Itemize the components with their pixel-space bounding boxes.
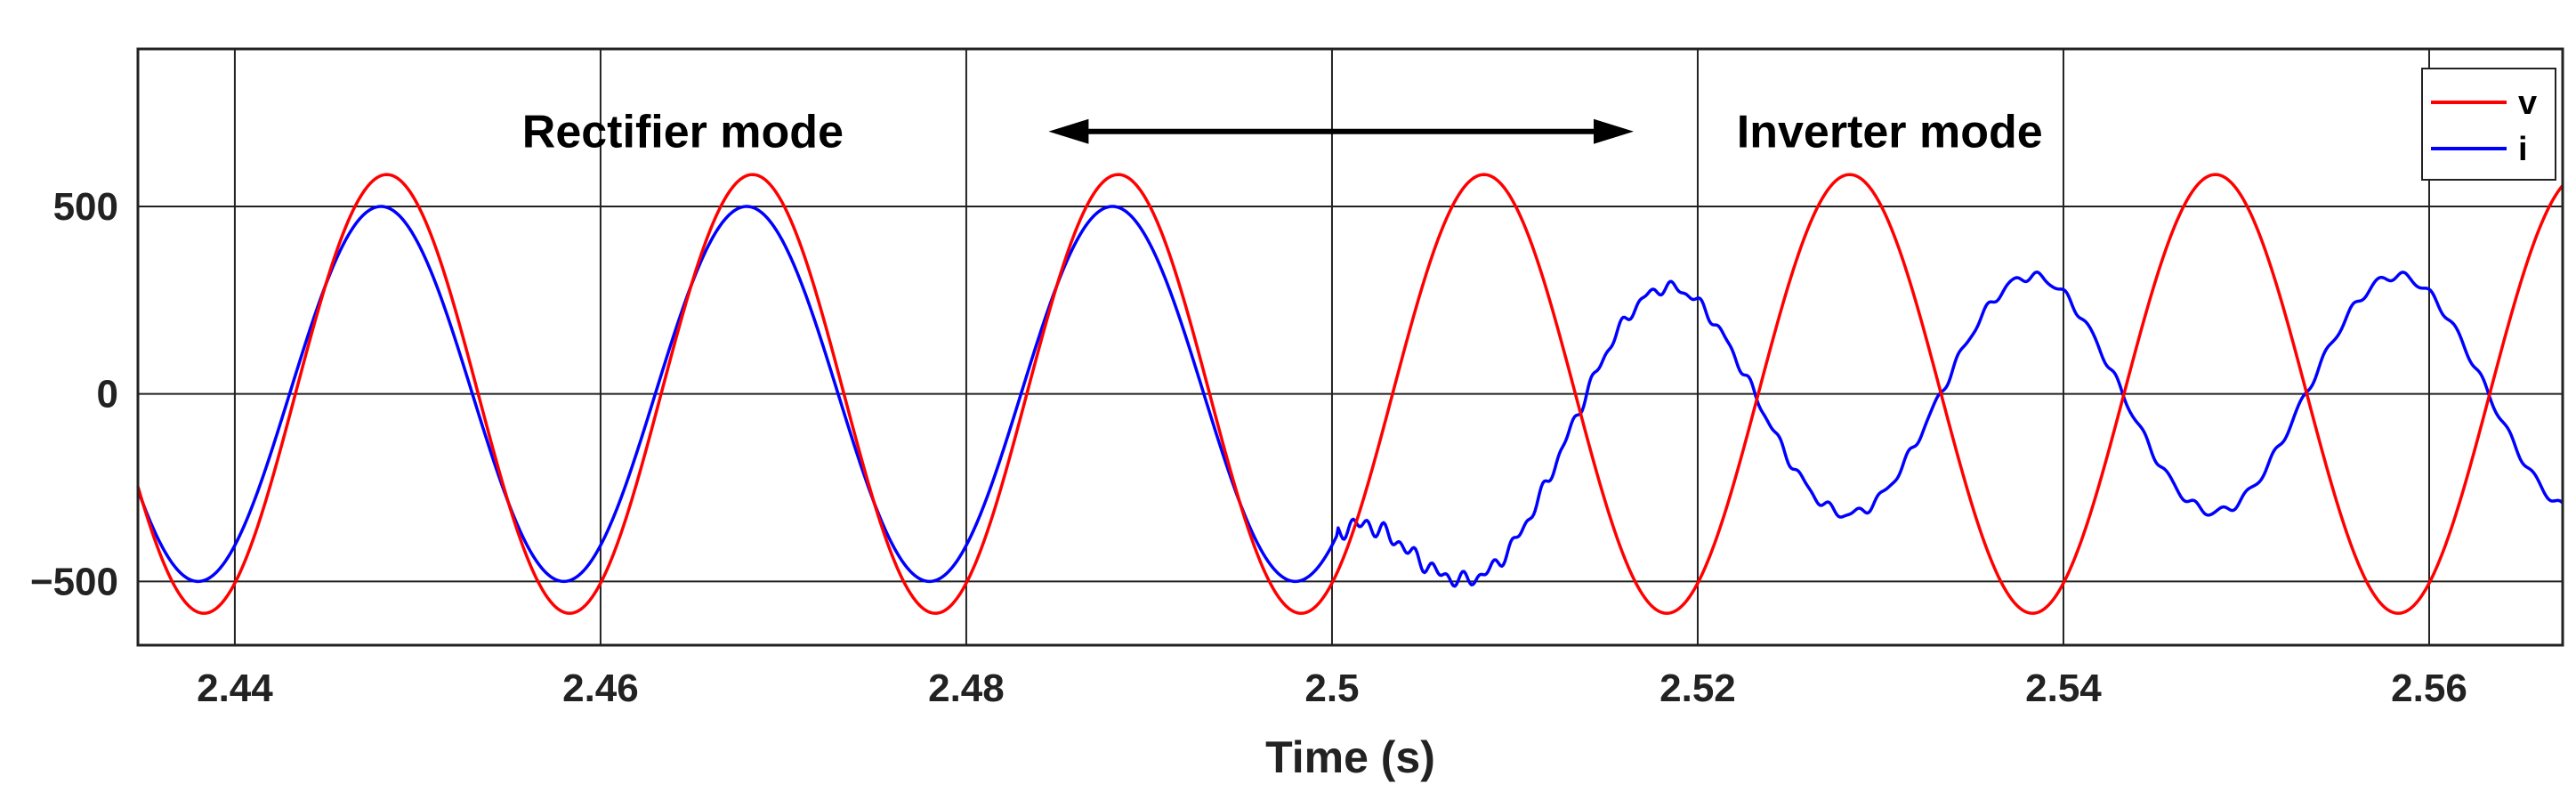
mode-annotation: Rectifier mode xyxy=(522,107,844,158)
x-tick-label: 2.44 xyxy=(197,667,273,710)
series-line-v xyxy=(136,173,2564,615)
series-line-i xyxy=(136,205,2564,588)
arrow-head-left xyxy=(1048,118,1089,144)
x-tick-label: 2.48 xyxy=(928,667,1005,710)
mode-annotation: Inverter mode xyxy=(1737,107,2043,158)
arrow-head-right xyxy=(1594,118,1635,144)
y-tick-label: −500 xyxy=(30,560,118,603)
plot-frame xyxy=(136,47,2564,647)
grid xyxy=(138,49,2563,645)
x-tick-label: 2.52 xyxy=(1659,667,1736,710)
series-layer xyxy=(136,173,2564,615)
y-tick-label: 0 xyxy=(97,373,118,416)
annotations: Rectifier mode Inverter mode xyxy=(522,107,2043,158)
y-tick-label: 500 xyxy=(53,185,118,229)
tick-labels: 2.44 2.46 2.48 2.5 2.52 2.54 2.56 −500 0 500 xyxy=(30,185,2467,710)
x-tick-label: 2.46 xyxy=(562,667,639,710)
legend-box xyxy=(2421,68,2556,181)
x-tick-label: 2.56 xyxy=(2391,667,2467,710)
legend-label-v: v xyxy=(2518,85,2537,122)
x-tick-label: 2.5 xyxy=(1304,667,1359,710)
x-axis-title: Time (s) xyxy=(1265,732,1435,782)
legend-label-i: i xyxy=(2518,131,2528,168)
x-tick-label: 2.54 xyxy=(2025,667,2102,710)
legend: vi xyxy=(2421,68,2556,181)
